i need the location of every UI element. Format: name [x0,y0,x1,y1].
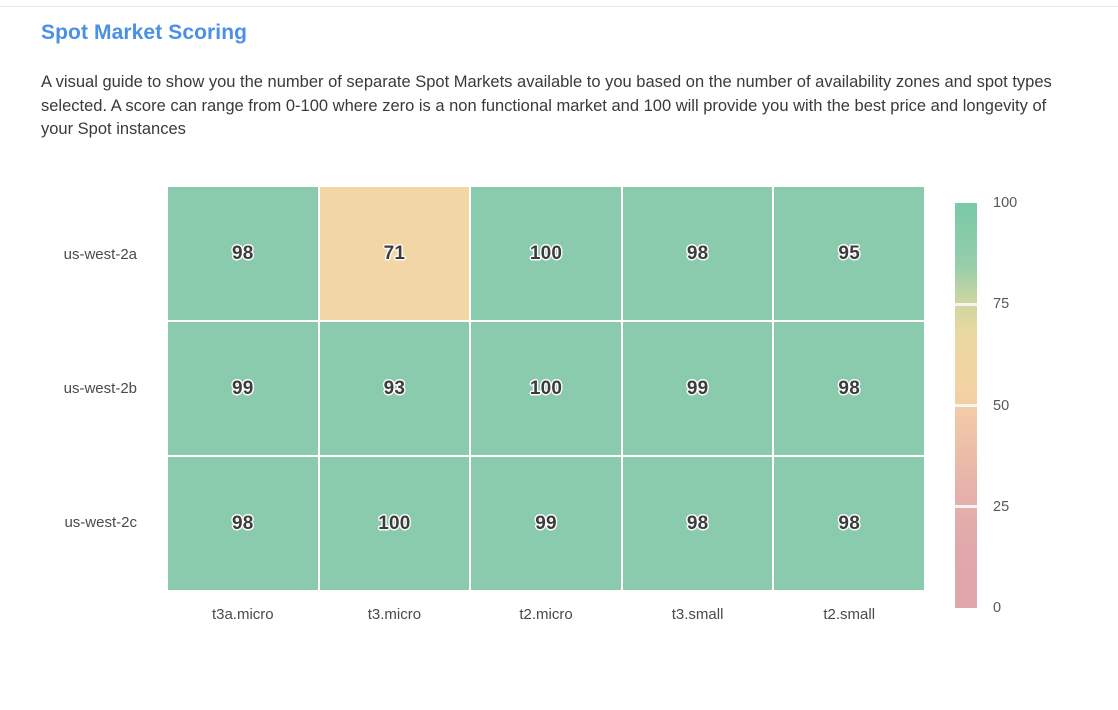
heatmap-cell-value: 98 [838,512,860,534]
colorbar-tick-label: 50 [993,397,1010,414]
heatmap-cell[interactable]: 99 [471,457,621,590]
heatmap-y-axis-labels: us-west-2a us-west-2b us-west-2c [0,187,152,590]
heatmap-cell-value: 98 [686,512,709,534]
heatmap-x-label: t3.micro [367,606,422,623]
heatmap-x-label: t2.micro [519,606,573,623]
colorbar-tick-separator [955,505,977,509]
heatmap-cell-value: 99 [535,512,557,534]
heatmap-cell-value: 71 [383,242,406,264]
heatmap-cell[interactable]: 100 [471,322,621,455]
heatmap-cell[interactable]: 95 [774,187,924,320]
heatmap-cell[interactable]: 71 [319,187,470,320]
heatmap-cell-value: 100 [529,242,563,264]
heatmap-cell[interactable]: 98 [168,187,318,320]
heatmap-cell-value: 99 [686,377,709,399]
heatmap-cell-value: 98 [232,242,254,264]
heatmap-cell[interactable]: 98 [774,457,924,590]
heatmap-cell-value: 93 [383,377,406,399]
heatmap-cell-value: 100 [529,377,563,399]
heatmap-y-label: us-west-2a [63,245,137,263]
heatmap-cell[interactable]: 98 [622,457,773,590]
colorbar-tick-separator [955,404,977,407]
heatmap-cell[interactable]: 98 [774,322,924,455]
heatmap-cell-value: 98 [686,242,709,264]
colorbar-tick-label: 25 [993,498,1010,515]
top-divider [0,6,1118,7]
heatmap-cell-value: 100 [378,512,411,534]
heatmap-cell[interactable]: 99 [168,322,318,455]
heatmap-cell[interactable]: 99 [622,322,773,455]
colorbar-tick-label: 0 [993,600,1002,616]
heatmap-cell[interactable]: 98 [622,187,773,320]
heatmap-x-label: t3a.micro [211,606,274,623]
heatmap-cell-value: 98 [232,512,254,534]
heatmap-cell-value: 95 [838,242,860,264]
heatmap-y-label: us-west-2b [63,379,137,397]
page-title: Spot Market Scoring [41,21,248,44]
heatmap-cell[interactable]: 100 [319,457,470,590]
colorbar-tick-labels: 100 75 50 25 0 [993,195,1053,616]
heatmap-cell[interactable]: 98 [168,457,318,590]
heatmap-x-label: t3.small [671,606,724,623]
heatmap-cell[interactable]: 100 [471,187,621,320]
heatmap-cell[interactable]: 93 [319,322,470,455]
colorbar-tick-label: 100 [993,195,1018,211]
heatmap-y-label: us-west-2c [64,514,137,532]
colorbar-tick-label: 75 [993,296,1010,313]
heatmap-x-label: t2.small [823,606,876,623]
page-description: A visual guide to show you the number of… [41,73,1052,138]
heatmap-cell-value: 98 [838,377,860,399]
heatmap-x-axis-labels: t3a.micro t3.micro t2.micro t3.small t2.smal… [168,596,924,632]
heatmap-cell-value: 99 [232,377,254,399]
heatmap-grid: 98 71 100 98 95 99 93 100 99 98 98 100 99 98 98 [168,187,924,590]
colorbar-tick-separator [955,302,977,306]
heatmap-colorbar [955,203,977,608]
